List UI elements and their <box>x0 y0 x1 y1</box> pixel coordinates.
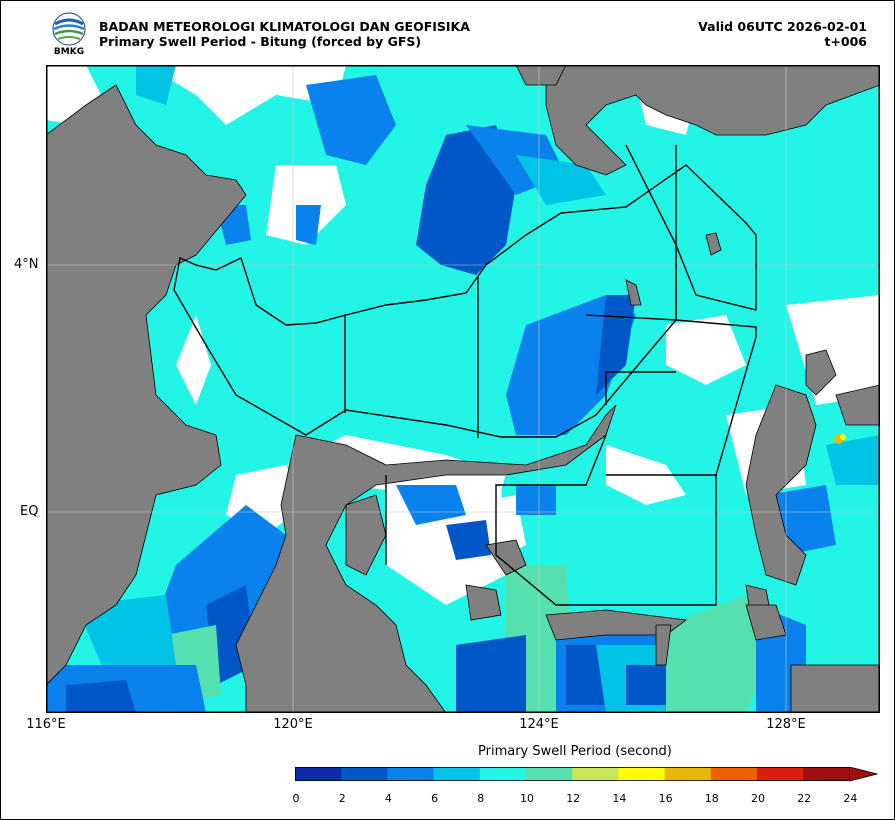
colorbar-segment <box>572 767 619 781</box>
swell-map <box>46 65 880 717</box>
map-border <box>46 65 880 713</box>
colorbar-segment <box>295 767 342 781</box>
colorbar-segment <box>526 767 573 781</box>
land-masses <box>46 65 880 713</box>
colorbar-tick-label: 4 <box>384 792 392 805</box>
lat-label-4n: 4°N <box>14 257 39 272</box>
colorbar-segment <box>618 767 666 781</box>
colorbar-tick-label: 16 <box>658 792 673 805</box>
graticule <box>46 65 880 713</box>
lon-label-116e: 116°E <box>26 717 66 732</box>
colorbar-tick-label: 18 <box>704 792 719 805</box>
agency-name: BADAN METEOROLOGI KLIMATOLOGI DAN GEOFIS… <box>99 19 470 34</box>
valid-block: Valid 06UTC 2026-02-01 t+006 <box>698 19 867 49</box>
colorbar-segment <box>803 767 850 781</box>
colorbar-tick-label: 22 <box>797 792 812 805</box>
colorbar-segment <box>710 767 758 781</box>
legend-title: Primary Swell Period (second) <box>478 744 672 759</box>
colorbar-segment <box>433 767 481 781</box>
lon-label-128e: 128°E <box>766 717 806 732</box>
colorbar-tick-label: 6 <box>431 792 439 805</box>
logo-text: BMKG <box>54 47 84 56</box>
lat-label-eq: EQ <box>20 504 39 519</box>
colorbar-tick-label: 20 <box>751 792 765 805</box>
colorbar-segment <box>479 767 527 781</box>
swell-patches <box>46 65 880 713</box>
colorbar-tick-label: 12 <box>566 792 581 805</box>
bmkg-logo: BMKG <box>50 12 88 57</box>
title-block: BADAN METEOROLOGI KLIMATOLOGI DAN GEOFIS… <box>99 19 470 49</box>
colorbar-tick-label: 14 <box>612 792 627 805</box>
colorbar-tick-label: 8 <box>477 792 485 805</box>
colorbar <box>295 766 885 787</box>
colorbar-extend-arrow <box>849 766 878 782</box>
colorbar-segment <box>757 767 804 781</box>
colorbar-segment <box>387 767 435 781</box>
colorbar-tick-label: 2 <box>338 792 346 805</box>
colorbar-tick-label: 24 <box>843 792 858 805</box>
valid-time: Valid 06UTC 2026-02-01 <box>698 19 867 34</box>
lead-time: t+006 <box>824 34 867 49</box>
colorbar-tick-label: 10 <box>520 792 534 805</box>
lon-label-124e: 124°E <box>519 717 559 732</box>
product-title: Primary Swell Period - Bitung (forced by… <box>99 34 422 49</box>
colorbar-segment <box>341 767 388 781</box>
colorbar-segment <box>664 767 712 781</box>
zone-boundaries <box>173 144 757 606</box>
colorbar-outline <box>295 767 850 781</box>
colorbar-tick-label: 0 <box>292 792 300 805</box>
lon-label-120e: 120°E <box>273 717 313 732</box>
